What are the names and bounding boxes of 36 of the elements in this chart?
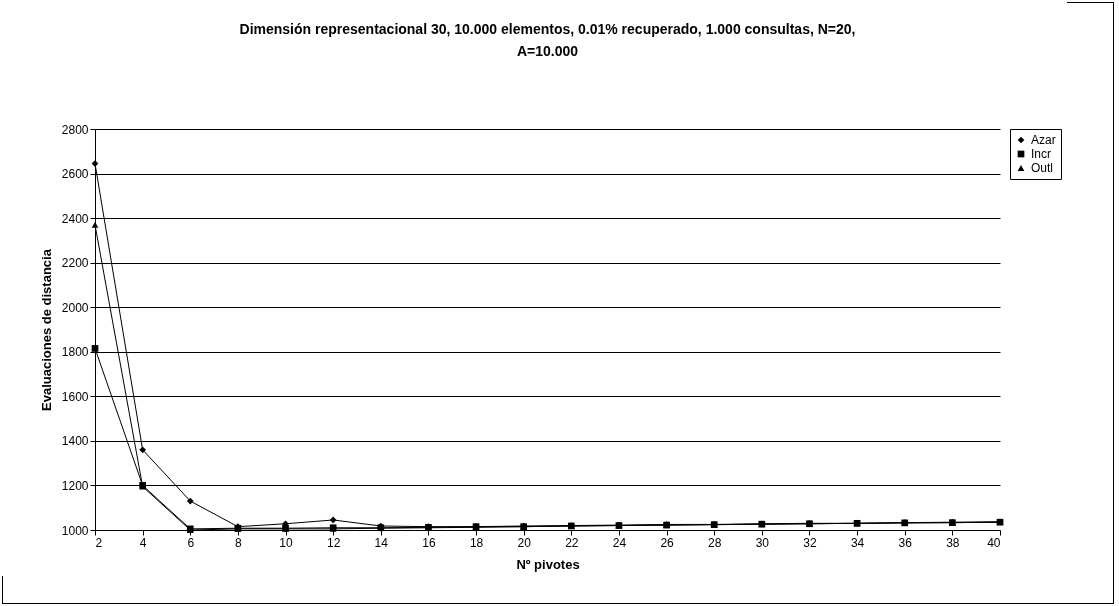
legend-label: Incr bbox=[1031, 147, 1052, 161]
y-tick-label: 1400 bbox=[61, 434, 89, 449]
y-tick-label: 2400 bbox=[61, 211, 89, 226]
x-tick-label: 28 bbox=[708, 535, 722, 550]
y-tick-label: 2600 bbox=[61, 167, 89, 182]
x-axis-title: Nº pivotes bbox=[516, 556, 580, 572]
x-tick-label: 4 bbox=[139, 535, 147, 550]
y-tick-label: 2800 bbox=[61, 122, 89, 137]
x-tick-label: 36 bbox=[898, 535, 913, 550]
x-tick-label: 2 bbox=[95, 535, 103, 550]
x-tick-label: 32 bbox=[803, 535, 817, 550]
x-tick-label: 30 bbox=[755, 535, 770, 550]
x-tick-label: 40 bbox=[987, 535, 1001, 550]
x-tick-label: 20 bbox=[517, 535, 532, 550]
y-axis-title: Evaluaciones de distancia bbox=[38, 248, 54, 411]
x-tick-label: 10 bbox=[279, 535, 294, 550]
x-tick-label: 16 bbox=[422, 535, 436, 550]
y-tick-label: 1600 bbox=[61, 389, 89, 404]
x-tick-label: 6 bbox=[187, 535, 195, 550]
x-tick-label: 38 bbox=[946, 535, 960, 550]
y-tick-label: 2000 bbox=[61, 300, 89, 315]
legend-label: Azar bbox=[1031, 133, 1056, 147]
x-tick-label: 24 bbox=[612, 535, 627, 550]
x-tick-label: 18 bbox=[469, 535, 484, 550]
x-tick-label: 8 bbox=[235, 535, 243, 550]
chart-title: Dimensión representacional 30, 10.000 elementos, 0.01% recuperado, 1.000 consultas, N=20, A=10.000 bbox=[239, 21, 856, 59]
x-tick-label: 26 bbox=[660, 535, 675, 550]
y-tick-label: 1200 bbox=[61, 478, 89, 493]
x-tick-label: 14 bbox=[374, 535, 389, 550]
x-tick-label: 12 bbox=[326, 535, 341, 550]
legend-label: Outl bbox=[1031, 161, 1054, 175]
y-tick-label: 1000 bbox=[61, 523, 89, 538]
y-tick-label: 1800 bbox=[61, 345, 89, 360]
x-tick-label: 34 bbox=[850, 535, 865, 550]
y-tick-label: 2200 bbox=[61, 256, 89, 271]
x-tick-label: 22 bbox=[565, 535, 579, 550]
